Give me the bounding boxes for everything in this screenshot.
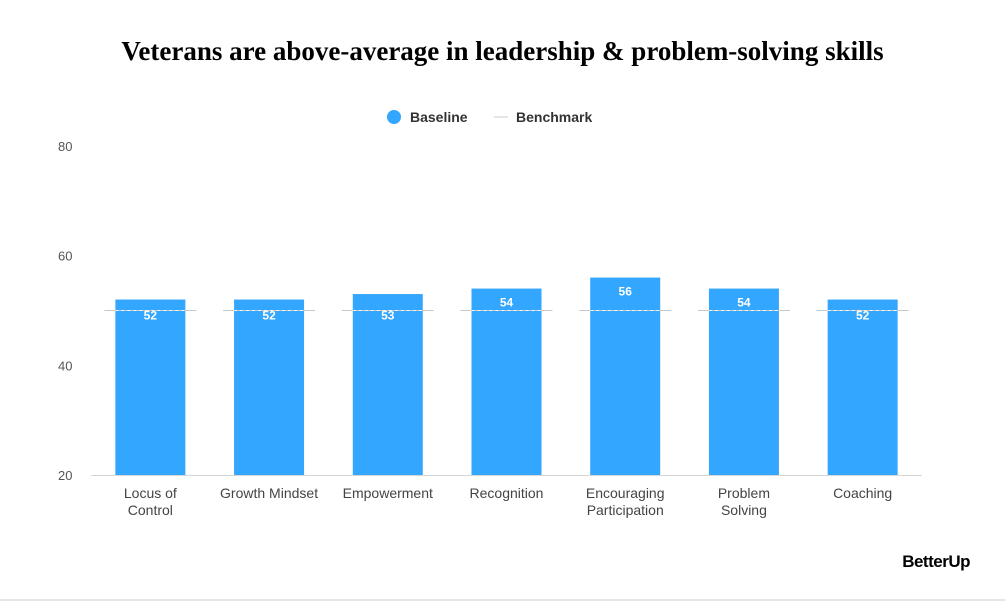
data-label: 54 <box>500 296 514 310</box>
x-tick-label-line: Participation <box>587 502 664 518</box>
x-tick-label: Locus of Control <box>124 485 177 518</box>
x-tick-label: Recognition <box>470 485 544 501</box>
data-label: 52 <box>856 309 870 323</box>
bottom-divider <box>0 599 1005 601</box>
y-tick-label: 80 <box>58 139 72 154</box>
x-tick-label-line: Solving <box>721 502 767 518</box>
x-tick-label-line: Recognition <box>470 485 544 501</box>
bar <box>352 294 423 475</box>
bar <box>115 299 186 475</box>
x-tick-label: Encouraging Participation <box>586 485 665 518</box>
x-tick-label-line: Growth Mindset <box>220 485 318 501</box>
bar <box>708 288 779 475</box>
x-tick-label: Growth Mindset <box>220 485 318 501</box>
legend-baseline-label: Baseline <box>410 109 468 125</box>
bar <box>590 277 661 475</box>
legend-baseline-marker <box>387 110 401 124</box>
bar <box>471 288 542 475</box>
y-tick-label: 60 <box>58 249 72 264</box>
x-tick-label-line: Problem <box>718 485 770 501</box>
x-tick-label: Coaching <box>833 485 892 501</box>
x-tick-label-line: Control <box>128 502 173 518</box>
bar <box>827 299 898 475</box>
data-label: 53 <box>381 309 395 323</box>
data-label: 54 <box>737 296 751 310</box>
x-tick-label: Empowerment <box>343 485 433 501</box>
x-tick-label-line: Coaching <box>833 485 892 501</box>
legend-benchmark-label: Benchmark <box>516 109 592 125</box>
x-tick-label: Problem Solving <box>718 485 770 518</box>
bar <box>234 299 305 475</box>
y-tick-label: 40 <box>58 358 72 373</box>
x-tick-label-line: Empowerment <box>343 485 433 501</box>
chart-title: Veterans are above-average in leadership… <box>121 36 884 66</box>
x-tick-label-line: Encouraging <box>586 485 665 501</box>
data-label: 52 <box>262 309 276 323</box>
y-tick-label: 20 <box>58 468 72 483</box>
data-label: 52 <box>144 309 158 323</box>
data-label: 56 <box>619 285 633 299</box>
betterup-logo: BetterUp <box>902 552 970 571</box>
x-tick-label-line: Locus of <box>124 485 177 501</box>
